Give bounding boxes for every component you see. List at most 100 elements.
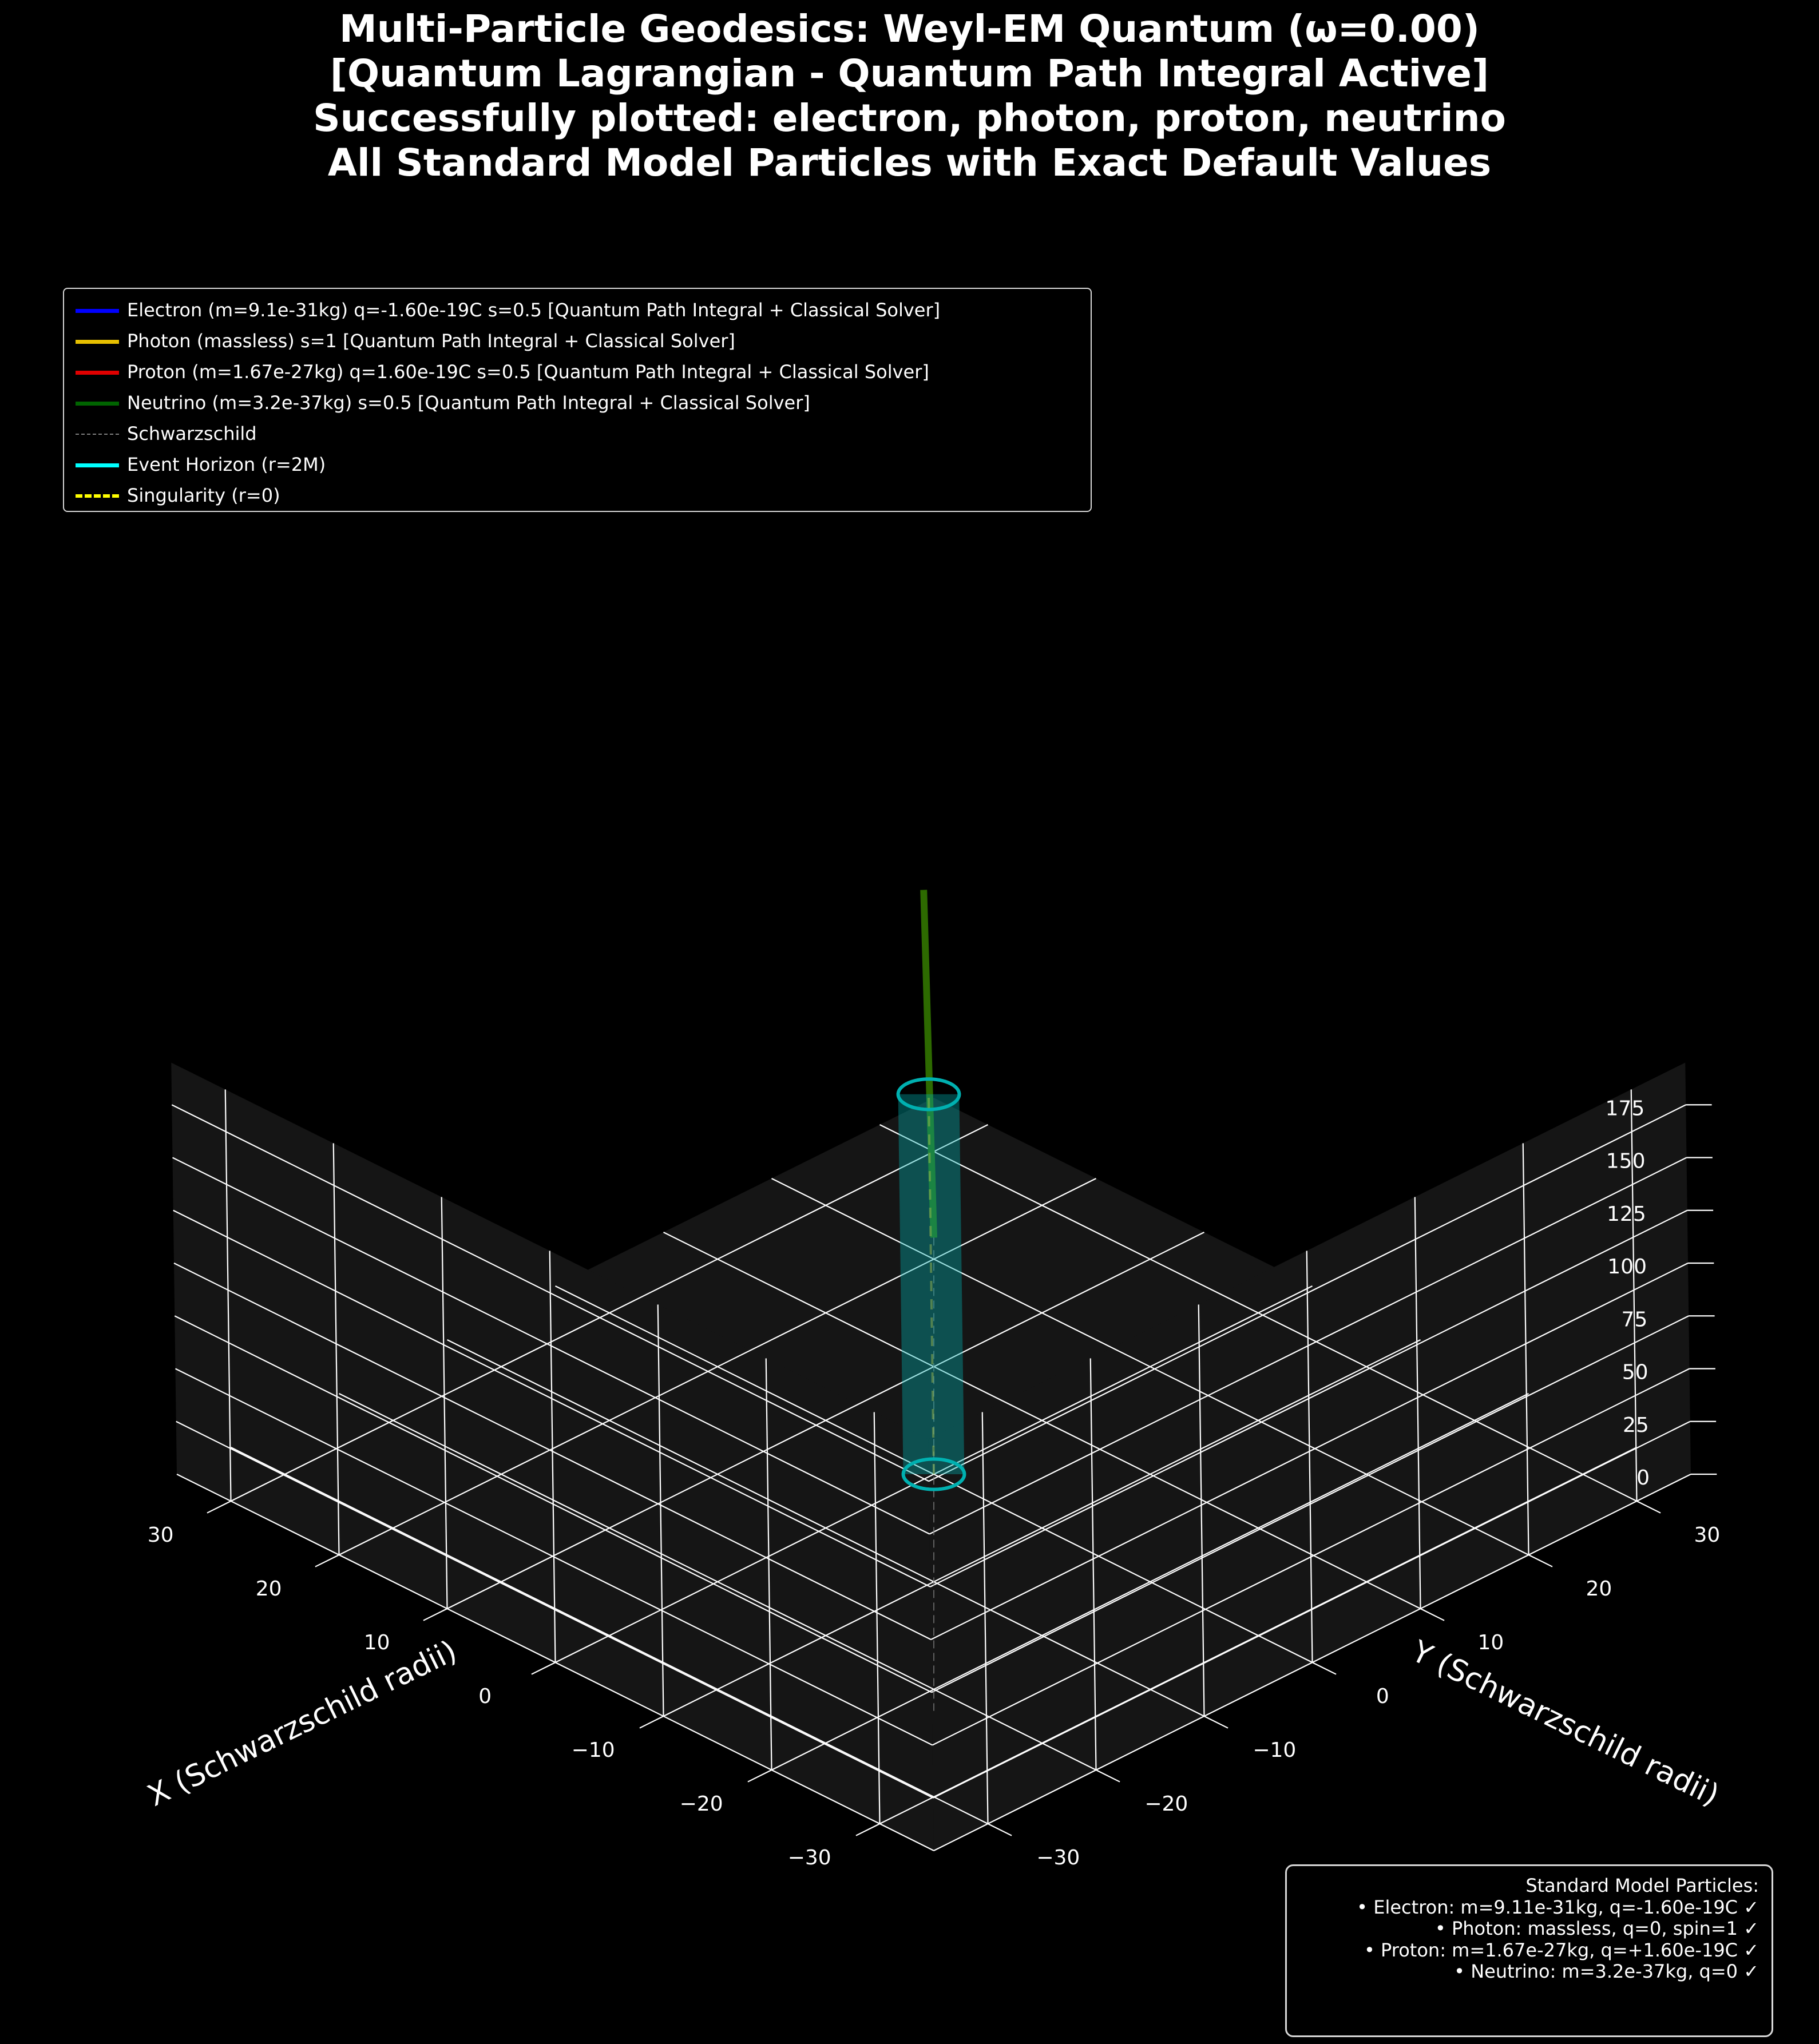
- y-gridline-floor: [231, 1447, 988, 1824]
- y-tick-mark: [1636, 1501, 1661, 1514]
- z-gridline-wall-y: [173, 1263, 932, 1640]
- y-gridline-floor: [663, 1232, 1421, 1609]
- x-gridline-wall: [765, 1358, 772, 1771]
- legend-item-schwarzschild: Schwarzschild: [64, 418, 1091, 449]
- x-gridline-wall: [224, 1089, 232, 1502]
- y-gridline-wall: [1630, 1089, 1638, 1502]
- z-gridline-wall-x: [929, 1157, 1687, 1535]
- legend-label: Singularity (r=0): [127, 485, 280, 506]
- y-tick-mark: [1096, 1769, 1120, 1783]
- z-gridline-wall-y: [174, 1315, 932, 1693]
- legend-label: Electron (m=9.1e-31kg) q=-1.60e-19C s=0.…: [127, 299, 941, 321]
- z-gridline-wall-x: [930, 1209, 1688, 1587]
- z-gridline-wall-x: [928, 1104, 1686, 1482]
- y-tick-mark: [1528, 1554, 1553, 1567]
- y-tick-label: −10: [1253, 1739, 1296, 1762]
- x-tick-label: −20: [680, 1792, 723, 1816]
- y-tick-label: 30: [1694, 1523, 1720, 1547]
- z-gridline-wall-x: [932, 1368, 1690, 1746]
- z-tick-label: 0: [1636, 1466, 1650, 1490]
- y-gridline-floor: [555, 1285, 1313, 1663]
- standard-model-info-box: Standard Model Particles: • Electron: m=…: [1285, 1864, 1773, 2037]
- y-tick-mark: [1204, 1716, 1228, 1729]
- z-gridline-wall-x: [930, 1263, 1689, 1640]
- legend-swatch: [64, 484, 127, 507]
- y-gridline-wall: [1414, 1197, 1421, 1609]
- legend-item-electron: Electron (m=9.1e-31kg) q=-1.60e-19C s=0.…: [64, 295, 1091, 326]
- y-gridline-wall: [1306, 1251, 1313, 1663]
- title-line: All Standard Model Particles with Exact …: [327, 141, 1492, 185]
- z-gridline-wall-x: [931, 1315, 1689, 1693]
- legend-label: Proton (m=1.67e-27kg) q=1.60e-19C s=0.5 …: [127, 361, 929, 383]
- legend-label: Event Horizon (r=2M): [127, 454, 326, 475]
- info-line: • Electron: m=9.11e-31kg, q=-1.60e-19C ✓: [1357, 1896, 1759, 1918]
- title-line: Successfully plotted: electron, photon, …: [313, 96, 1506, 140]
- y-tick-label: 0: [1376, 1685, 1389, 1708]
- axis-grid: [171, 1089, 1691, 1851]
- event-horizon-cylinder: [898, 1094, 965, 1474]
- legend-label: Schwarzschild: [127, 423, 257, 444]
- y-gridline-floor: [447, 1339, 1204, 1717]
- legend-swatch: [64, 422, 127, 445]
- x-tick-mark: [423, 1608, 447, 1621]
- y-gridline-wall: [1089, 1358, 1097, 1771]
- legend: Electron (m=9.1e-31kg) q=-1.60e-19C s=0.…: [63, 288, 1092, 512]
- z-tick-label: 125: [1607, 1202, 1646, 1226]
- x-tick-label: 10: [364, 1631, 390, 1654]
- legend-item-event-horizon: Event Horizon (r=2M): [64, 449, 1091, 480]
- neutrino-trajectory: [920, 890, 937, 1238]
- z-tick-label: 175: [1606, 1097, 1645, 1120]
- z-gridline-wall-x: [933, 1420, 1691, 1799]
- x-tick-mark: [207, 1501, 231, 1514]
- z-tick-label: 50: [1622, 1361, 1648, 1384]
- y-axis-label: Y (Schwarzschild radii): [1406, 1634, 1724, 1812]
- legend-item-neutrino: Neutrino (m=3.2e-37kg) s=0.5 [Quantum Pa…: [64, 387, 1091, 418]
- y-tick-mark: [1312, 1662, 1337, 1675]
- legend-swatch: [64, 453, 127, 476]
- x-tick-label: 0: [478, 1685, 492, 1708]
- y-gridline-floor: [339, 1393, 1096, 1771]
- z-tick-label: 25: [1623, 1414, 1649, 1437]
- x-tick-mark: [639, 1716, 664, 1729]
- y-gridline-floor: [879, 1124, 1637, 1502]
- y-gridline-wall: [1522, 1143, 1529, 1555]
- x-gridline-wall: [332, 1143, 340, 1555]
- x-gridline-wall: [873, 1412, 881, 1824]
- title-line: [Quantum Lagrangian - Quantum Path Integ…: [330, 51, 1489, 96]
- info-line: • Proton: m=1.67e-27kg, q=+1.60e-19C ✓: [1364, 1939, 1759, 1961]
- x-axis-label: X (Schwarzschild radii): [142, 1634, 462, 1813]
- legend-item-photon: Photon (massless) s=1 [Quantum Path Inte…: [64, 326, 1091, 356]
- z-gridline-wall-y: [176, 1420, 934, 1799]
- x-tick-mark: [747, 1769, 772, 1783]
- x-gridline-wall: [441, 1197, 448, 1609]
- y-gridline-wall: [981, 1412, 989, 1824]
- x-tick-label: −30: [788, 1846, 831, 1870]
- legend-label: Neutrino (m=3.2e-37kg) s=0.5 [Quantum Pa…: [127, 392, 810, 414]
- x-tick-mark: [855, 1823, 880, 1836]
- x-gridline-wall: [549, 1251, 556, 1663]
- y-gridline-floor: [771, 1178, 1529, 1555]
- data-marks: [896, 890, 966, 1711]
- y-gridline-wall: [1198, 1304, 1205, 1717]
- info-line: Standard Model Particles:: [1525, 1875, 1759, 1896]
- x-tick-label: 30: [148, 1523, 174, 1547]
- event-horizon-ring-bottom: [901, 1457, 966, 1491]
- x-tick-mark: [315, 1554, 339, 1567]
- y-tick-label: −30: [1036, 1846, 1080, 1870]
- title-line: Multi-Particle Geodesics: Weyl-EM Quantu…: [339, 7, 1480, 51]
- y-tick-label: −20: [1144, 1792, 1188, 1816]
- legend-label: Photon (massless) s=1 [Quantum Path Inte…: [127, 330, 735, 352]
- legend-swatch: [64, 330, 127, 352]
- chart-title: Multi-Particle Geodesics: Weyl-EM Quantu…: [0, 7, 1819, 185]
- axis-ticks: −30 −20 −10 0 10 20 30 −30 −20 −10 0 10 20 30 0 25 50 75 1…: [148, 1097, 1721, 1870]
- z-gridline-wall-y: [172, 1157, 930, 1535]
- x-tick-label: 20: [256, 1577, 282, 1601]
- y-tick-mark: [1420, 1608, 1445, 1621]
- legend-swatch: [64, 299, 127, 322]
- singularity-line: [928, 1094, 935, 1475]
- x-gridline-wall: [657, 1304, 664, 1717]
- info-line: • Photon: massless, q=0, spin=1 ✓: [1434, 1918, 1759, 1939]
- y-tick-label: 20: [1586, 1577, 1612, 1601]
- y-tick-mark: [988, 1823, 1012, 1836]
